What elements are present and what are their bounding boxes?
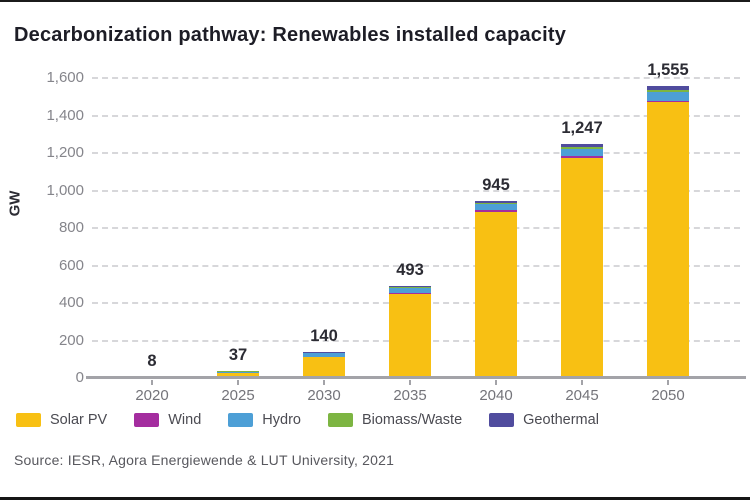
legend-label-biomass-waste: Biomass/Waste xyxy=(361,412,463,428)
bar-2040 xyxy=(475,200,517,378)
y-tick-label-600: 600 xyxy=(58,256,84,274)
bar-2045 xyxy=(561,144,603,378)
legend-swatch-hydro xyxy=(228,413,254,427)
bar-segment-solar-pv-2035 xyxy=(389,294,431,378)
bar-segment-wind-2045 xyxy=(561,156,603,158)
gridline-600 xyxy=(92,264,740,267)
bar-segment-hydro-2045 xyxy=(561,149,603,157)
bar-2030 xyxy=(303,351,345,378)
x-axis-label-2045: 2045 xyxy=(565,387,599,404)
gridline-800 xyxy=(92,227,740,229)
bar-segment-geothermal-2035 xyxy=(389,285,431,288)
x-axis-label-2040: 2040 xyxy=(479,387,513,404)
bar-segment-biomass-waste-2035 xyxy=(389,287,431,289)
x-axis-label-2020: 2020 xyxy=(135,387,169,404)
legend-swatch-solar-pv xyxy=(16,413,41,427)
bar-total-label-2040: 945 xyxy=(482,175,510,194)
y-axis-unit-label: GW xyxy=(6,190,24,216)
bar-segment-solar-pv-2050 xyxy=(647,102,689,378)
y-tick-label-400: 400 xyxy=(58,294,84,311)
legend-label-geothermal: Geothermal xyxy=(523,412,599,428)
bar-total-label-2035: 493 xyxy=(396,260,424,279)
x-axis-label-2030: 2030 xyxy=(307,387,341,404)
legend-label-wind: Wind xyxy=(168,412,202,428)
bar-segment-geothermal-2045 xyxy=(561,144,603,148)
legend-swatch-wind xyxy=(134,413,160,427)
plot-area: 8 37 140 493 945 1,247 1,555 xyxy=(92,61,740,378)
source-attribution: Source: IESR, Agora Energiewende & LUT U… xyxy=(14,452,395,468)
gridline-1400 xyxy=(92,114,740,117)
legend-item-geothermal: Geothermal xyxy=(489,412,599,428)
legend-label-hydro: Hydro xyxy=(262,412,301,428)
x-axis-tick-2025 xyxy=(237,380,239,385)
x-axis: 2020 2025 2030 2035 2040 2045 2050 xyxy=(92,379,740,405)
y-tick-label-200: 200 xyxy=(58,331,84,349)
y-tick-label-800: 800 xyxy=(58,219,84,236)
bar-2025 xyxy=(217,371,259,378)
bar-segment-biomass-waste-2040 xyxy=(475,202,517,205)
y-tick-label-1000: 1,000 xyxy=(46,181,84,199)
x-axis-line xyxy=(86,376,746,379)
bar-segment-solar-pv-2025 xyxy=(217,372,259,378)
screen-bottom-border xyxy=(0,497,750,500)
legend-item-hydro: Hydro xyxy=(228,412,301,428)
y-axis: 0 200 400 600 800 1,000 1,200 1,400 1,600 xyxy=(0,69,84,386)
y-tick-label-0: 0 xyxy=(75,369,84,386)
y-tick-label-1200: 1,200 xyxy=(46,144,84,161)
bar-segment-hydro-2040 xyxy=(475,204,517,211)
x-axis-tick-2035 xyxy=(409,380,411,385)
x-axis-tick-2020 xyxy=(151,380,153,385)
y-tick-label-1600: 1,600 xyxy=(46,69,84,86)
x-axis-tick-2040 xyxy=(495,380,497,385)
bar-segment-wind-2050 xyxy=(647,100,689,103)
bar-segment-geothermal-2040 xyxy=(475,200,517,203)
legend-item-wind: Wind xyxy=(134,412,201,428)
bar-total-label-2045: 1,247 xyxy=(561,119,603,138)
bar-segment-wind-2040 xyxy=(475,210,517,212)
bar-segment-hydro-2030 xyxy=(303,353,345,357)
x-axis-label-2025: 2025 xyxy=(221,387,255,404)
chart-title: Decarbonization pathway: Renewables inst… xyxy=(14,24,567,46)
x-axis-tick-2050 xyxy=(667,380,669,385)
bar-segment-hydro-2025 xyxy=(217,371,259,373)
gridline-1000 xyxy=(92,189,740,192)
bar-segment-solar-pv-2045 xyxy=(561,157,603,378)
legend-label-solar-pv: Solar PV xyxy=(50,412,108,428)
screen-top-border xyxy=(0,0,750,2)
y-tick-label-1400: 1,400 xyxy=(46,106,84,124)
bar-segment-hydro-2035 xyxy=(389,288,431,294)
legend-item-solar-pv: Solar PV xyxy=(16,412,107,428)
x-axis-label-2035: 2035 xyxy=(393,387,427,404)
bar-segment-geothermal-2050 xyxy=(647,86,689,91)
bar-total-label-2050: 1,555 xyxy=(647,61,689,80)
bar-segment-geothermal-2030 xyxy=(303,351,345,353)
bar-segment-biomass-waste-2045 xyxy=(561,147,603,150)
bar-total-label-2030: 140 xyxy=(310,326,338,345)
bar-total-label-2020: 8 xyxy=(147,351,157,370)
bar-segment-biomass-waste-2030 xyxy=(303,352,345,354)
bar-segment-biomass-waste-2050 xyxy=(647,90,689,93)
bar-2050 xyxy=(647,86,689,378)
bar-total-label-2025: 37 xyxy=(228,346,248,365)
legend-swatch-geothermal xyxy=(489,413,515,427)
chart-legend: Solar PV Wind Hydro Biomass/Waste Geothermal xyxy=(16,412,599,428)
gridline-1600 xyxy=(92,77,740,79)
x-axis-tick-2045 xyxy=(581,380,583,385)
bar-2035 xyxy=(389,285,431,378)
bar-segment-solar-pv-2040 xyxy=(475,211,517,378)
bar-segment-hydro-2050 xyxy=(647,92,689,101)
x-axis-label-2050: 2050 xyxy=(651,387,685,404)
legend-item-biomass-waste: Biomass/Waste xyxy=(327,412,463,428)
legend-swatch-biomass-waste xyxy=(327,413,353,427)
bar-segment-wind-2035 xyxy=(389,293,431,294)
x-axis-tick-2030 xyxy=(323,380,325,385)
y-axis-unit-wrap: GW xyxy=(4,158,26,248)
bar-segment-solar-pv-2030 xyxy=(303,357,345,378)
gridline-1200 xyxy=(92,152,740,154)
